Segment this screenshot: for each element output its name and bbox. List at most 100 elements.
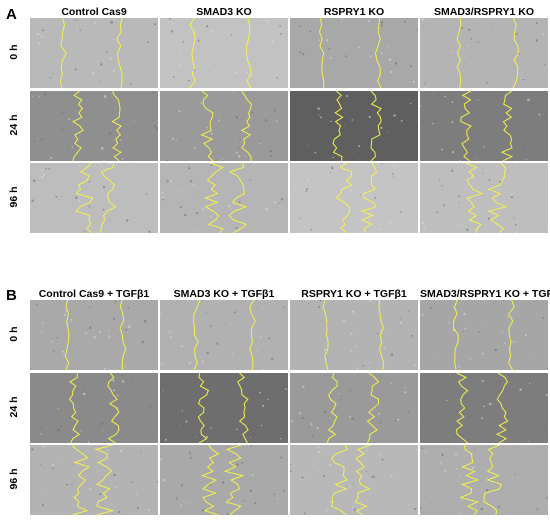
cell-speckle [57,455,59,457]
cell-speckle [433,378,436,381]
cell-speckle [284,421,286,422]
cell-speckle [443,204,446,207]
cell-speckle [133,120,135,122]
cell-speckle [470,358,472,360]
cell-speckle [535,39,539,42]
cell-speckle [394,62,398,65]
wound-edge-outline [460,91,472,161]
cell-speckle [106,51,108,53]
cell-speckle [112,69,116,72]
cell-speckle [232,91,234,93]
micrograph-background [290,18,418,88]
cell-speckle [194,29,197,32]
wound-edge-outline [99,163,117,233]
cell-speckle [545,113,548,116]
cell-speckle [368,115,371,119]
cell-speckle [31,95,33,98]
cell-speckle [490,385,492,387]
cell-speckle [42,488,44,490]
cell-speckle [390,383,392,385]
cell-speckle [106,449,109,452]
cell-speckle [349,389,351,392]
micrograph-tile [160,445,288,515]
micrograph-tile [290,18,418,88]
cell-speckle [210,215,213,218]
micrograph-background [160,445,288,515]
cell-speckle [356,367,359,370]
cell-speckle [250,436,252,439]
cell-speckle [68,211,70,213]
cell-speckle [452,403,455,407]
cell-speckle [269,386,273,389]
micrograph-background [420,300,548,370]
cell-speckle [156,127,158,130]
cell-speckle [57,407,60,409]
cell-speckle [86,484,88,486]
cell-speckle [260,393,262,395]
cell-speckle [210,30,213,33]
column-header: RSPRY1 KO [323,6,385,18]
cell-speckle [351,119,354,121]
cell-speckle [62,350,65,353]
time-point-label: 96 h [8,468,20,490]
cell-speckle [148,230,151,233]
cell-speckle [116,394,119,397]
cell-speckle [132,377,134,380]
cell-speckle [318,206,321,210]
column-header: SMAD3/RSPRY1 KO [434,6,534,18]
cell-speckle [388,333,390,335]
cell-speckle [267,22,270,25]
cell-speckle [119,139,122,141]
cell-speckle [392,176,394,178]
cell-speckle [302,417,305,419]
cell-speckle [481,417,484,420]
cell-speckle [357,108,360,110]
cell-speckle [514,223,517,226]
cell-speckle [171,137,174,140]
cell-speckle [251,474,254,476]
cell-speckle [181,345,184,348]
cell-speckle [185,420,188,423]
cell-speckle [41,322,44,324]
cell-speckle [186,502,188,505]
cell-speckle [482,145,485,148]
cell-speckle [507,316,509,319]
cell-speckle [262,368,265,370]
wound-edge-outline [75,163,94,233]
cell-speckle [195,212,199,215]
cell-speckle [395,93,397,95]
cell-speckle [329,56,333,60]
time-point-label: 0 h [8,326,20,342]
cell-speckle [202,509,205,512]
cell-speckle [439,179,441,182]
cell-speckle [192,183,195,186]
cell-speckle [319,300,322,302]
wound-edge-outline [500,91,514,161]
cell-speckle [51,463,55,467]
cell-speckle [476,158,478,160]
cell-speckle [238,201,241,203]
micrograph-background [290,300,418,370]
cell-speckle [93,22,96,25]
cell-speckle [485,81,488,84]
cell-speckle [290,464,291,466]
cell-speckle [56,336,59,339]
cell-speckle [528,382,531,384]
cell-speckle [230,387,232,389]
cell-speckle [184,213,187,217]
micrograph-background [30,445,158,515]
cell-speckle [182,41,184,43]
cell-speckle [235,151,238,154]
cell-speckle [129,163,132,165]
cell-speckle [75,196,78,199]
cell-speckle [408,97,410,99]
cell-speckle [424,496,426,498]
cell-speckle [306,187,308,190]
cell-speckle [420,373,421,375]
cell-speckle [421,313,424,316]
cell-speckle [521,71,524,73]
cell-speckle [44,467,46,469]
wound-edge-outline [370,91,382,161]
cell-speckle [357,158,360,161]
cell-speckle [327,221,329,223]
